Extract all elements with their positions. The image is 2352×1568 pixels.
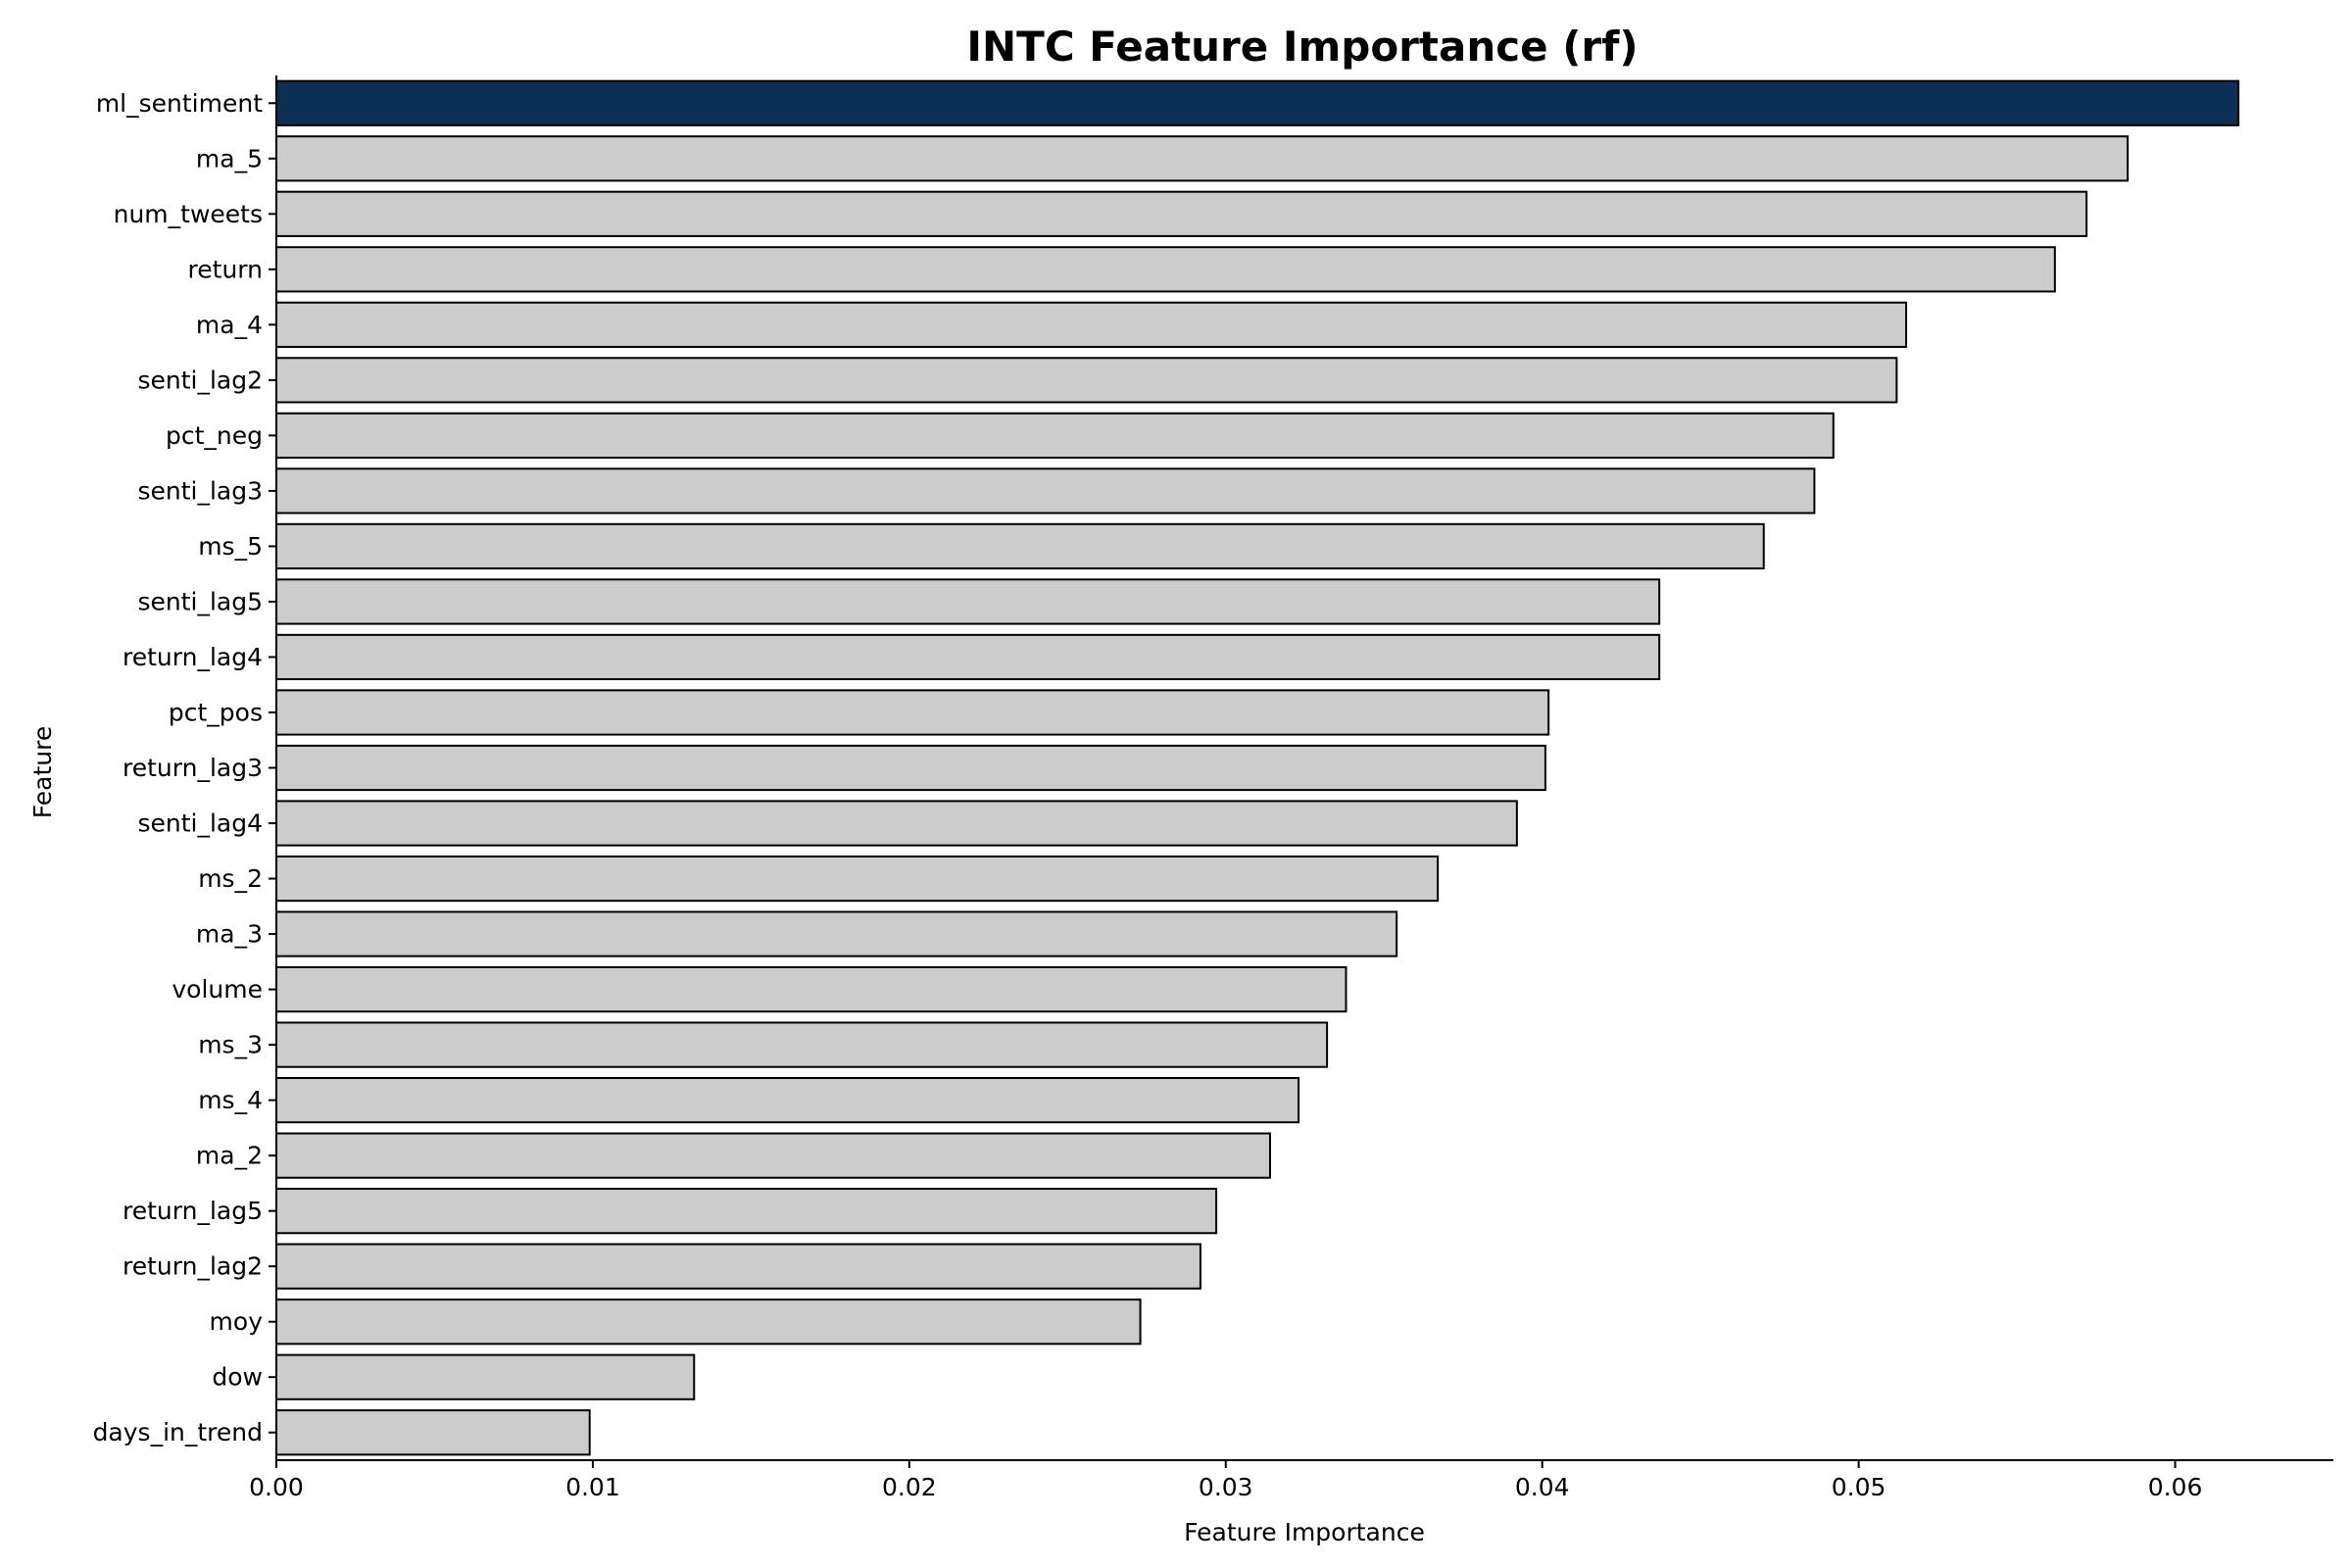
x-tick-label: 0.02 bbox=[882, 1473, 937, 1501]
bar-pct_neg bbox=[275, 412, 1835, 459]
y-tick-label-ma_3: ma_3 bbox=[196, 920, 263, 949]
y-tick-label-pct_pos: pct_pos bbox=[169, 698, 263, 726]
y-tick-label-ms_5: ms_5 bbox=[198, 532, 263, 561]
y-tick-label-ma_5: ma_5 bbox=[196, 144, 263, 172]
bar-ms_2 bbox=[275, 855, 1440, 903]
y-tick-label-senti_lag3: senti_lag3 bbox=[137, 476, 263, 505]
bar-num_tweets bbox=[275, 190, 2088, 237]
bar-senti_lag2 bbox=[275, 357, 1898, 404]
bar-return_lag5 bbox=[275, 1188, 1218, 1235]
x-tick-label: 0.01 bbox=[565, 1473, 620, 1501]
bar-ms_5 bbox=[275, 522, 1765, 570]
bar-senti_lag4 bbox=[275, 800, 1518, 847]
y-tick-label-ma_4: ma_4 bbox=[196, 311, 263, 339]
bar-return bbox=[275, 246, 2056, 293]
y-tick-label-ms_3: ms_3 bbox=[198, 1031, 263, 1059]
bar-days_in_trend bbox=[275, 1409, 591, 1456]
x-tick-label: 0.03 bbox=[1199, 1473, 1253, 1501]
y-tick-label-pct_neg: pct_neg bbox=[166, 421, 263, 450]
bar-ms_4 bbox=[275, 1077, 1300, 1124]
y-tick-label-return_lag4: return_lag4 bbox=[122, 643, 263, 671]
x-tick-label: 0.00 bbox=[249, 1473, 304, 1501]
x-axis-label: Feature Importance bbox=[1184, 1518, 1425, 1546]
y-tick-label-volume: volume bbox=[172, 975, 263, 1004]
y-tick-label-return_lag2: return_lag2 bbox=[122, 1252, 263, 1281]
bar-return_lag3 bbox=[275, 744, 1546, 792]
bar-senti_lag3 bbox=[275, 467, 1816, 514]
bar-ma_5 bbox=[275, 135, 2130, 182]
bar-ma_4 bbox=[275, 301, 1908, 348]
y-tick-label-moy: moy bbox=[210, 1307, 264, 1336]
y-tick-label-ms_2: ms_2 bbox=[198, 864, 263, 893]
y-tick-label-senti_lag5: senti_lag5 bbox=[137, 587, 263, 615]
y-tick-label-ms_4: ms_4 bbox=[198, 1086, 263, 1114]
bar-return_lag4 bbox=[275, 633, 1661, 681]
bar-return_lag2 bbox=[275, 1243, 1201, 1290]
y-axis-label: Feature bbox=[28, 726, 57, 818]
x-tick-label: 0.05 bbox=[1832, 1473, 1886, 1501]
x-axis-ticks: 0.00 0.01 0.02 0.03 0.04 0.05 0.06 bbox=[249, 1460, 2202, 1501]
chart-title: INTC Feature Importance (rf) bbox=[966, 23, 1638, 71]
y-tick-label-return_lag5: return_lag5 bbox=[122, 1197, 263, 1225]
y-tick-label-ma_2: ma_2 bbox=[196, 1142, 263, 1170]
y-tick-label-dow: dow bbox=[212, 1363, 263, 1392]
y-tick-label-num_tweets: num_tweets bbox=[114, 200, 263, 228]
y-tick-label-ml_sentiment: ml_sentiment bbox=[96, 89, 263, 118]
bars-group bbox=[275, 79, 2240, 1456]
y-tick-label-senti_lag4: senti_lag4 bbox=[137, 809, 263, 838]
x-tick-label: 0.04 bbox=[1515, 1473, 1570, 1501]
y-tick-label-return: return bbox=[188, 255, 263, 283]
bar-ma_3 bbox=[275, 910, 1398, 957]
bar-volume bbox=[275, 965, 1348, 1013]
y-tick-label-return_lag3: return_lag3 bbox=[122, 754, 263, 782]
bar-dow bbox=[275, 1353, 696, 1400]
bar-ms_3 bbox=[275, 1021, 1329, 1068]
y-tick-label-senti_lag2: senti_lag2 bbox=[137, 366, 263, 394]
bar-pct_pos bbox=[275, 689, 1550, 736]
y-tick-label-days_in_trend: days_in_trend bbox=[93, 1418, 263, 1446]
bar-senti_lag5 bbox=[275, 578, 1661, 625]
bar-moy bbox=[275, 1298, 1142, 1346]
x-tick-label: 0.06 bbox=[2148, 1473, 2203, 1501]
bar-ma_2 bbox=[275, 1132, 1271, 1179]
bar-ml_sentiment bbox=[275, 79, 2240, 126]
